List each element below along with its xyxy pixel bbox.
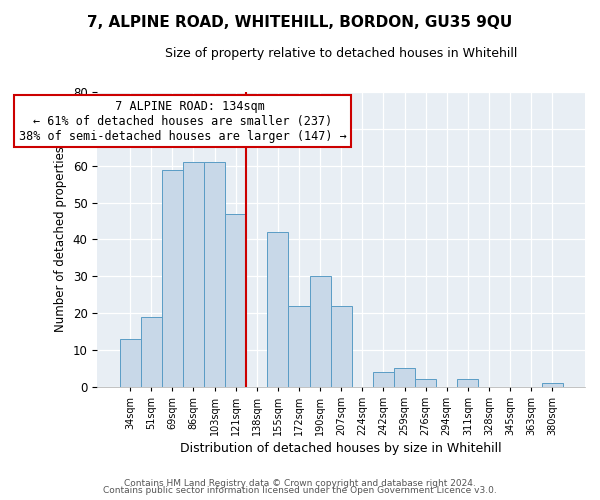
Bar — [225, 214, 246, 386]
Bar — [373, 372, 394, 386]
Bar — [310, 276, 331, 386]
Y-axis label: Number of detached properties: Number of detached properties — [54, 146, 67, 332]
Bar — [289, 306, 310, 386]
Bar — [542, 383, 563, 386]
Bar — [162, 170, 183, 386]
Bar — [140, 316, 162, 386]
Bar — [457, 380, 478, 386]
Bar — [204, 162, 225, 386]
Bar — [183, 162, 204, 386]
Bar — [119, 339, 140, 386]
Bar — [331, 306, 352, 386]
Bar — [415, 380, 436, 386]
X-axis label: Distribution of detached houses by size in Whitehill: Distribution of detached houses by size … — [181, 442, 502, 455]
Text: Contains HM Land Registry data © Crown copyright and database right 2024.: Contains HM Land Registry data © Crown c… — [124, 478, 476, 488]
Bar — [394, 368, 415, 386]
Text: Contains public sector information licensed under the Open Government Licence v3: Contains public sector information licen… — [103, 486, 497, 495]
Text: 7, ALPINE ROAD, WHITEHILL, BORDON, GU35 9QU: 7, ALPINE ROAD, WHITEHILL, BORDON, GU35 … — [88, 15, 512, 30]
Text: 7 ALPINE ROAD: 134sqm
← 61% of detached houses are smaller (237)
38% of semi-det: 7 ALPINE ROAD: 134sqm ← 61% of detached … — [19, 100, 347, 142]
Title: Size of property relative to detached houses in Whitehill: Size of property relative to detached ho… — [165, 48, 517, 60]
Bar — [267, 232, 289, 386]
